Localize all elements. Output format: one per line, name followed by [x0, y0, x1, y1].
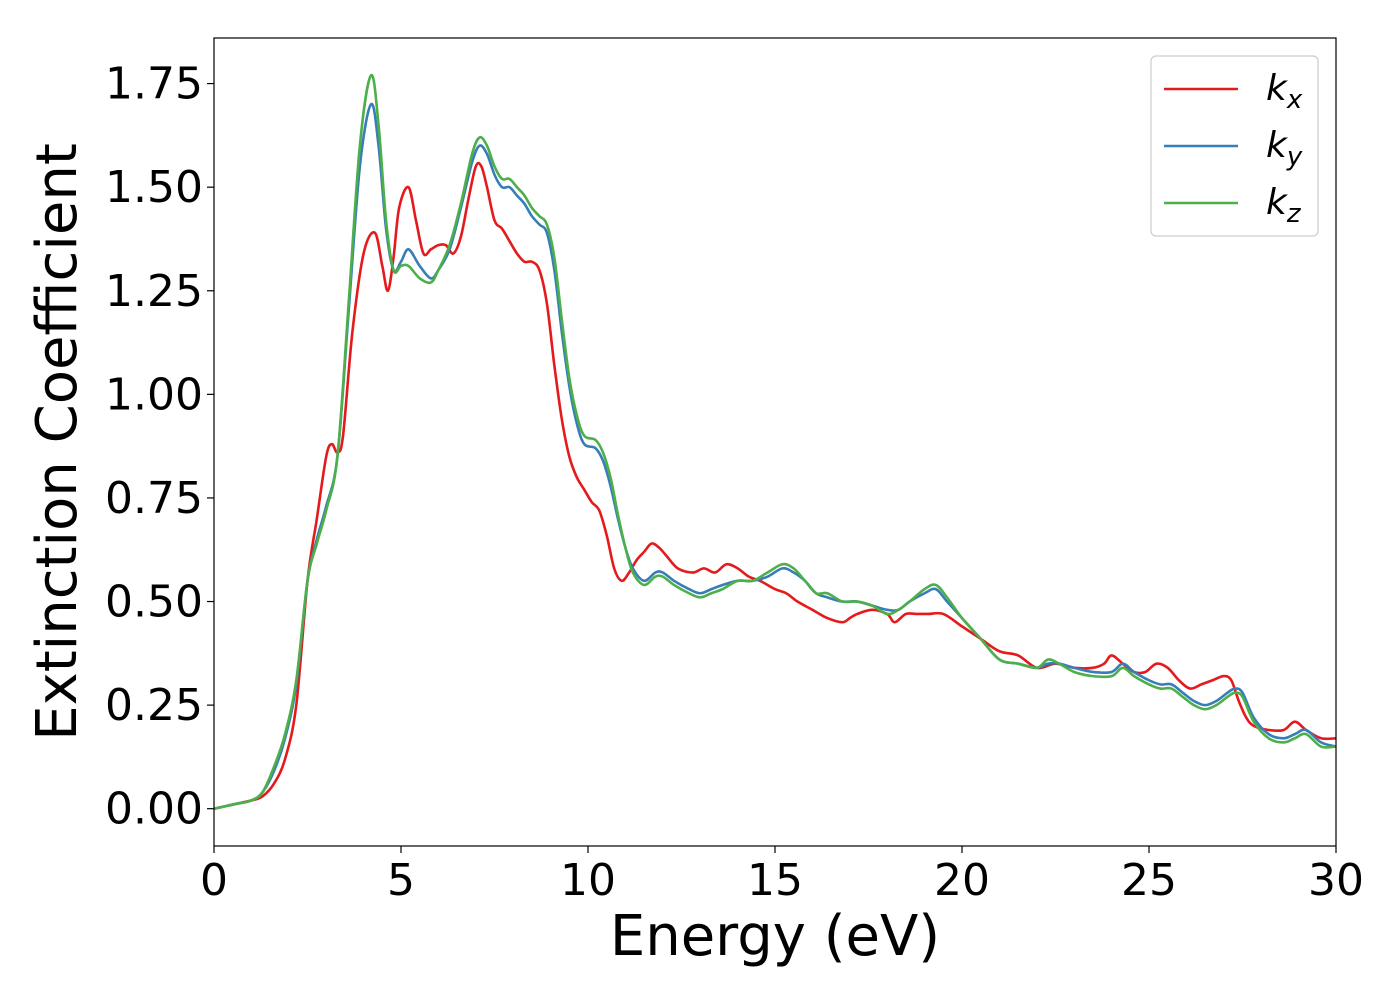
y-tick-label: 1.50: [105, 162, 203, 213]
x-tick-label: 0: [200, 855, 228, 906]
x-tick-label: 25: [1121, 855, 1177, 906]
x-tick-label: 10: [560, 855, 616, 906]
legend-label-x: kx: [1266, 68, 1303, 115]
plot-frame: [213, 37, 1337, 847]
y-tick-label: 0.25: [105, 680, 203, 731]
legend-label-z: kz: [1266, 182, 1302, 229]
y-tick-label: 1.75: [105, 59, 203, 110]
y-tick-label: 0.00: [105, 784, 203, 835]
series-line-x: [213, 161, 1337, 810]
y-tick-label: 0.50: [105, 577, 203, 628]
x-tick-label: 15: [747, 855, 803, 906]
y-axis-label: Extinction Coefficient: [25, 143, 90, 741]
x-axis-label: Energy (eV): [610, 904, 940, 969]
y-tick-label: 0.75: [105, 473, 203, 524]
x-tick-label: 20: [934, 855, 990, 906]
series-layer: [213, 73, 1337, 810]
x-tick-label: 5: [387, 855, 415, 906]
legend-label-y: ky: [1266, 125, 1303, 172]
legend: kx ky kz: [1150, 55, 1319, 237]
series-line-z: [213, 73, 1337, 810]
y-tick-label: 1.00: [105, 369, 203, 420]
x-tick-label: 30: [1308, 855, 1364, 906]
y-axis: 0.00 0.25 0.50 0.75 1.00 1.25 1.50 1.75: [105, 59, 214, 835]
x-axis: 0 5 10 15 20 25 30: [200, 846, 1364, 906]
y-tick-label: 1.25: [105, 266, 203, 317]
